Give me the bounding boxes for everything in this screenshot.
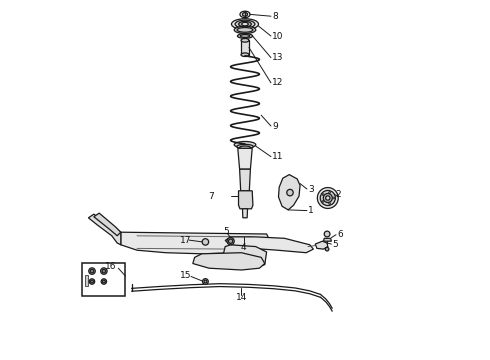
Ellipse shape xyxy=(101,279,107,284)
Ellipse shape xyxy=(239,22,251,27)
Text: 17: 17 xyxy=(180,236,192,245)
Text: 3: 3 xyxy=(308,185,314,194)
Ellipse shape xyxy=(240,35,250,37)
Polygon shape xyxy=(315,241,328,249)
Polygon shape xyxy=(225,237,314,253)
Text: 14: 14 xyxy=(236,293,248,302)
Polygon shape xyxy=(323,238,331,241)
Ellipse shape xyxy=(202,239,209,245)
Text: 10: 10 xyxy=(272,32,284,41)
Text: 1: 1 xyxy=(308,206,314,215)
Ellipse shape xyxy=(240,11,250,18)
Ellipse shape xyxy=(323,194,332,202)
Polygon shape xyxy=(223,245,267,267)
Ellipse shape xyxy=(202,279,208,284)
Ellipse shape xyxy=(234,141,256,148)
Ellipse shape xyxy=(240,146,250,149)
Polygon shape xyxy=(278,175,300,210)
Ellipse shape xyxy=(322,201,324,202)
Polygon shape xyxy=(193,253,265,270)
Ellipse shape xyxy=(235,20,255,28)
Polygon shape xyxy=(243,209,247,218)
Ellipse shape xyxy=(320,190,335,206)
Bar xyxy=(82,263,125,296)
Text: 9: 9 xyxy=(272,122,278,131)
Ellipse shape xyxy=(329,203,330,204)
Ellipse shape xyxy=(231,19,259,30)
Text: 4: 4 xyxy=(241,243,246,252)
Polygon shape xyxy=(121,232,270,254)
Ellipse shape xyxy=(322,194,324,195)
Ellipse shape xyxy=(100,268,107,274)
Ellipse shape xyxy=(91,280,94,283)
Text: 6: 6 xyxy=(337,230,343,239)
Polygon shape xyxy=(241,40,249,55)
Ellipse shape xyxy=(241,39,249,42)
Ellipse shape xyxy=(90,269,94,273)
Polygon shape xyxy=(238,148,252,169)
Ellipse shape xyxy=(242,22,248,26)
Polygon shape xyxy=(94,213,121,236)
Ellipse shape xyxy=(326,196,330,200)
Polygon shape xyxy=(88,214,121,245)
Text: 13: 13 xyxy=(272,53,284,62)
Text: 5: 5 xyxy=(332,240,338,248)
Ellipse shape xyxy=(227,238,234,245)
Ellipse shape xyxy=(287,189,293,196)
Ellipse shape xyxy=(228,239,233,243)
Text: 11: 11 xyxy=(272,152,284,161)
Ellipse shape xyxy=(238,34,252,39)
Bar xyxy=(85,275,88,286)
Ellipse shape xyxy=(234,26,256,33)
Ellipse shape xyxy=(89,279,95,284)
Text: 5: 5 xyxy=(223,228,229,237)
Polygon shape xyxy=(239,191,253,209)
Ellipse shape xyxy=(241,53,249,57)
Text: 7: 7 xyxy=(208,192,214,201)
Ellipse shape xyxy=(102,269,106,273)
Ellipse shape xyxy=(237,28,253,32)
Ellipse shape xyxy=(324,231,330,237)
Ellipse shape xyxy=(102,280,105,283)
Ellipse shape xyxy=(204,280,207,283)
Text: 16: 16 xyxy=(105,262,117,271)
Ellipse shape xyxy=(237,144,253,149)
Text: 2: 2 xyxy=(335,190,341,199)
Ellipse shape xyxy=(333,197,335,199)
Ellipse shape xyxy=(325,247,329,251)
Ellipse shape xyxy=(329,192,330,193)
Ellipse shape xyxy=(89,268,95,274)
Ellipse shape xyxy=(243,13,247,16)
Text: 12: 12 xyxy=(272,78,283,87)
Polygon shape xyxy=(240,169,250,191)
Ellipse shape xyxy=(318,188,338,208)
Text: 8: 8 xyxy=(272,12,278,21)
Text: 15: 15 xyxy=(180,271,192,280)
